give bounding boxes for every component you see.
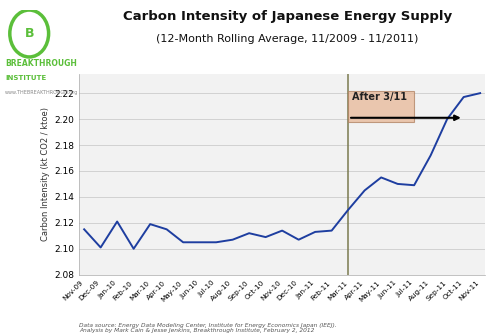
Text: (12-Month Rolling Average, 11/2009 - 11/2011): (12-Month Rolling Average, 11/2009 - 11/…	[156, 34, 418, 44]
Text: BREAKTHROUGH: BREAKTHROUGH	[5, 59, 77, 68]
Text: Data source: Energy Data Modeling Center, Institute for Energy Economics Japan (: Data source: Energy Data Modeling Center…	[79, 323, 337, 333]
Text: Carbon Intensity of Japanese Energy Supply: Carbon Intensity of Japanese Energy Supp…	[123, 10, 451, 23]
Text: After 3/11: After 3/11	[352, 92, 407, 102]
Bar	[348, 90, 414, 122]
Y-axis label: Carbon Intensity (kt CO2 / ktoe): Carbon Intensity (kt CO2 / ktoe)	[41, 107, 50, 241]
Text: B: B	[24, 27, 34, 40]
Text: www.THEBREAKTHROUGH.org: www.THEBREAKTHROUGH.org	[5, 90, 78, 94]
Text: INSTITUTE: INSTITUTE	[5, 75, 46, 81]
